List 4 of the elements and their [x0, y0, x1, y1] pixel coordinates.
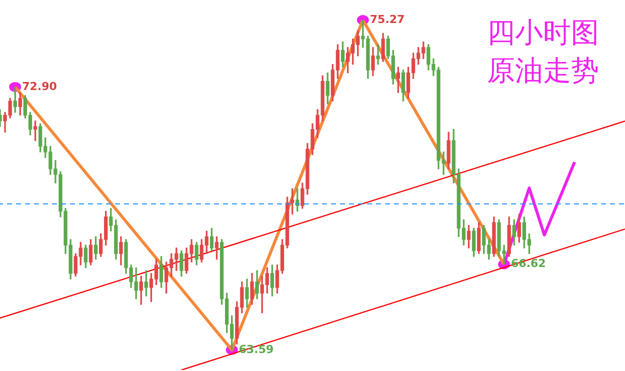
annotation: 75.27 [370, 12, 405, 26]
text: 四小时图原油走势 [487, 15, 600, 89]
annotation: 66.62 [511, 257, 546, 270]
annotation: 72.90 [22, 80, 58, 93]
